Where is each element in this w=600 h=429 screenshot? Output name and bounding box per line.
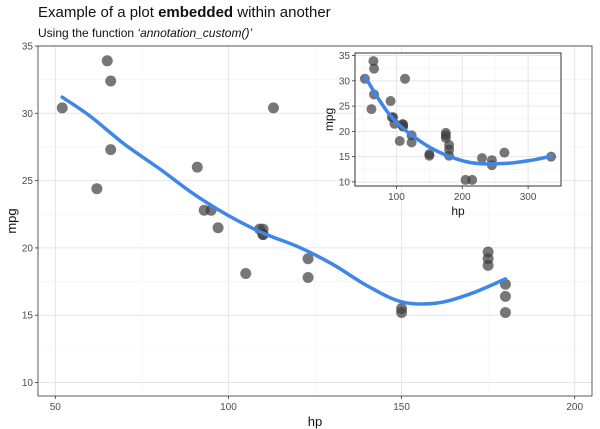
main-point-3 <box>105 75 117 87</box>
inset-y-axis-label: mpg <box>322 108 336 131</box>
main-point-16 <box>302 272 314 284</box>
inset-xtick-label-200: 200 <box>454 192 471 203</box>
main-xtick-label-50: 50 <box>50 402 62 413</box>
main-x-axis-label: hp <box>308 414 322 429</box>
main-point-0 <box>56 102 68 114</box>
main-xtick-label-150: 150 <box>393 402 410 413</box>
main-point-14 <box>267 102 279 114</box>
main-point-23 <box>499 290 511 302</box>
main-point-9 <box>240 268 252 279</box>
main-point-8 <box>212 222 224 234</box>
inset-xtick-label-100: 100 <box>388 192 405 203</box>
inset-point-5 <box>385 96 396 107</box>
main-point-1 <box>91 183 103 195</box>
main-xtick-label-100: 100 <box>220 402 237 413</box>
inset-ytick-label-25: 25 <box>339 102 351 113</box>
inset-panel-bg <box>355 53 561 186</box>
main-panel: 50 100 150 200 10 15 20 25 30 35 hp mpg <box>4 42 593 429</box>
inset-ytick-label-30: 30 <box>339 76 351 87</box>
main-point-24 <box>499 307 511 319</box>
main-ytick-label-25: 25 <box>22 176 34 187</box>
inset-ytick-label-10: 10 <box>339 177 351 188</box>
main-point-21 <box>482 259 494 271</box>
main-ytick-label-30: 30 <box>22 109 34 120</box>
main-ytick-label-10: 10 <box>22 378 34 389</box>
inset-point-30 <box>499 147 510 158</box>
inset-point-2 <box>368 56 379 67</box>
main-ytick-label-35: 35 <box>22 42 34 53</box>
inset-point-3 <box>369 63 380 74</box>
main-point-18 <box>396 307 408 319</box>
inset-point-9 <box>394 135 405 146</box>
inset-point-14 <box>400 73 411 84</box>
main-panel-border <box>37 45 593 397</box>
inset-x-axis-label: hp <box>451 204 465 218</box>
inset-point-1 <box>366 104 377 115</box>
main-y-axis-label: mpg <box>4 208 19 233</box>
inset-smooth-line <box>363 74 553 166</box>
main-point-2 <box>101 55 113 67</box>
chart-title: Example of a plot embedded within anothe… <box>38 4 331 21</box>
main-ytick-label-20: 20 <box>22 243 34 254</box>
main-point-4 <box>105 144 117 156</box>
main-point-15 <box>302 253 314 265</box>
main-ytick-label-15: 15 <box>22 311 34 322</box>
inset-point-18 <box>424 150 435 161</box>
inset-point-16 <box>406 137 417 148</box>
inset-panel: 100 200 300 10 15 20 25 30 35 hp mpg <box>322 51 562 218</box>
inset-panel-border <box>354 52 562 187</box>
inset-ytick-label-20: 20 <box>339 127 351 138</box>
inset-point-27 <box>477 153 488 164</box>
main-smooth-line <box>60 95 508 306</box>
inset-point-26 <box>467 174 478 185</box>
inset-ytick-label-35: 35 <box>339 51 351 62</box>
main-xtick-label-200: 200 <box>566 402 583 413</box>
chart-subtitle: Using the function ‘annotation_custom()’ <box>38 26 253 40</box>
inset-ytick-label-15: 15 <box>339 152 351 163</box>
main-point-5 <box>191 161 203 173</box>
inset-xtick-label-300: 300 <box>520 192 537 203</box>
